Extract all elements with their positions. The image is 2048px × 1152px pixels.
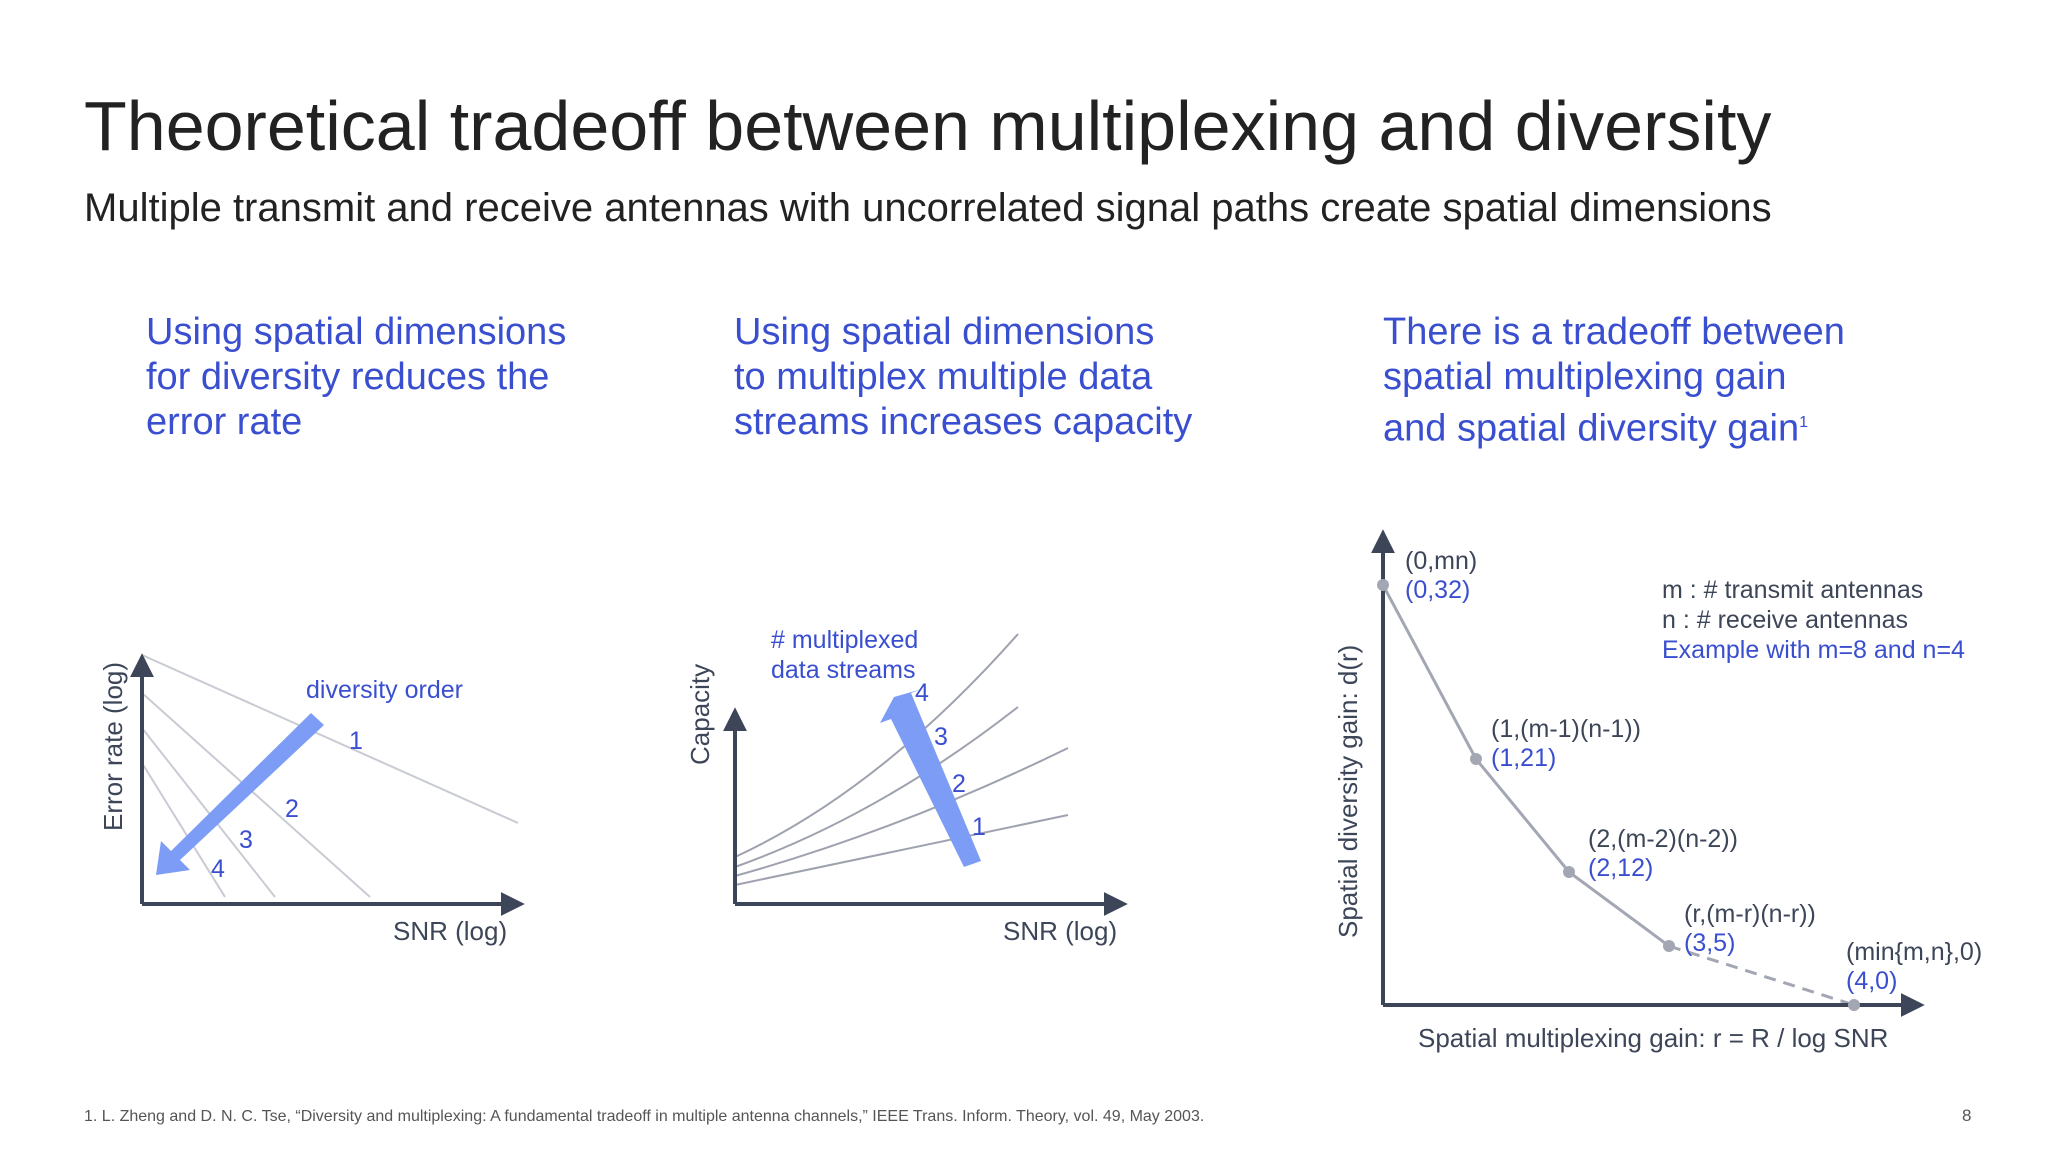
footnote-marker: 1 xyxy=(1799,414,1809,431)
capacity-curve-1 xyxy=(734,814,1069,886)
column-2-heading-line: to multiplex multiple data xyxy=(734,356,1153,398)
arrow-label-line: # multiplexed xyxy=(771,626,918,654)
column-3-heading-line: spatial multiplexing gain xyxy=(1383,356,1787,398)
column-3-heading-line: There is a tradeoff between xyxy=(1383,311,1845,353)
tradeoff-diagram: (0,mn)(0,32) (1,(m-1)(n-1))(1,21) (2,(m-2)… xyxy=(1333,529,1982,1053)
column-1-heading-line: for diversity reduces the xyxy=(146,356,550,398)
error-curve-order-3 xyxy=(141,727,276,898)
point-example-label: (0,32) xyxy=(1405,576,1470,604)
column-2-heading-line: Using spatial dimensions xyxy=(734,311,1155,353)
capacity-curve-4 xyxy=(734,633,1019,858)
capacity-curves xyxy=(734,633,1069,886)
point-example-label: (2,12) xyxy=(1588,854,1653,882)
tradeoff-curve xyxy=(1381,584,1670,948)
point-example-label: (1,21) xyxy=(1491,744,1556,772)
point-example-label: (4,0) xyxy=(1846,967,1897,995)
error-curve-order-2 xyxy=(141,692,371,898)
slide-title: Theoretical tradeoff between multiplexin… xyxy=(84,87,1772,165)
curve-label: 4 xyxy=(211,855,225,883)
point-formula-label: (1,(m-1)(n-1)) xyxy=(1491,715,1641,743)
arrow-label-line: data streams xyxy=(771,656,916,684)
x-axis-label: SNR (log) xyxy=(393,916,507,946)
point-formula-label: (r,(m-r)(n-r)) xyxy=(1684,900,1816,928)
y-axis-label: Error rate (log) xyxy=(98,662,128,831)
curve-label: 2 xyxy=(952,770,966,798)
y-axis-label: Spatial diversity gain: d(r) xyxy=(1333,645,1363,938)
point-formula-label: (0,mn) xyxy=(1405,547,1477,575)
error-curve-order-4 xyxy=(141,762,226,898)
tradeoff-point xyxy=(1377,579,1389,591)
point-formula-label: (2,(m-2)(n-2)) xyxy=(1588,825,1738,853)
legend-example: Example with m=8 and n=4 xyxy=(1662,636,1965,664)
tradeoff-point xyxy=(1470,753,1482,765)
legend-line: m : # transmit antennas xyxy=(1662,576,1923,604)
column-2-heading-line: streams increases capacity xyxy=(734,401,1193,443)
error-curve-order-1 xyxy=(141,654,519,824)
curve-label: 3 xyxy=(239,826,253,854)
arrow-label: diversity order xyxy=(306,676,463,704)
point-example-label: (3,5) xyxy=(1684,929,1735,957)
tradeoff-point-labels: (0,mn)(0,32) (1,(m-1)(n-1))(1,21) (2,(m-2)… xyxy=(1405,547,1982,995)
column-3-heading-line: and spatial diversity gain1 xyxy=(1383,400,1845,452)
column-3-heading-text: and spatial diversity gain xyxy=(1383,407,1800,450)
x-axis-label: SNR (log) xyxy=(1003,916,1117,946)
tradeoff-curve-extrapolated xyxy=(1668,944,1855,1007)
point-formula-label: (min{m,n},0) xyxy=(1846,938,1982,966)
tradeoff-point xyxy=(1563,866,1575,878)
column-1-heading-line: error rate xyxy=(146,401,303,443)
x-axis-label: Spatial multiplexing gain: r = R / log S… xyxy=(1418,1023,1888,1053)
page-number: 8 xyxy=(1962,1106,1972,1125)
curve-label: 2 xyxy=(285,795,299,823)
diversity-diagram: diversity order 1 2 3 4 SNR (log) Error … xyxy=(98,653,525,946)
error-rate-curves xyxy=(141,654,519,898)
curve-label: 4 xyxy=(915,679,929,707)
tradeoff-point xyxy=(1663,940,1675,952)
data-streams-arrow xyxy=(880,689,981,867)
column-3-heading: There is a tradeoff between spatial mult… xyxy=(1383,310,1845,452)
capacity-curve-2 xyxy=(734,747,1069,877)
column-1-heading-line: Using spatial dimensions xyxy=(146,311,567,353)
multiplexing-diagram: # multiplexed data streams 4 3 2 1 SNR (… xyxy=(685,626,1128,946)
diversity-order-arrow xyxy=(156,713,324,875)
tradeoff-points xyxy=(1377,579,1860,1011)
curve-label: 3 xyxy=(934,723,948,751)
tradeoff-point xyxy=(1848,999,1860,1011)
slide-subtitle: Multiple transmit and receive antennas w… xyxy=(84,186,1772,230)
column-2-heading: Using spatial dimensions to multiplex mu… xyxy=(734,310,1192,445)
y-axis-label: Capacity xyxy=(685,664,715,765)
capacity-curve-3 xyxy=(734,706,1019,868)
legend-line: n : # receive antennas xyxy=(1662,606,1908,634)
curve-label: 1 xyxy=(349,727,363,755)
column-1-heading: Using spatial dimensions for diversity r… xyxy=(146,310,566,445)
curve-label: 1 xyxy=(972,813,986,841)
footnote: 1. L. Zheng and D. N. C. Tse, “Diversity… xyxy=(84,1108,1205,1125)
